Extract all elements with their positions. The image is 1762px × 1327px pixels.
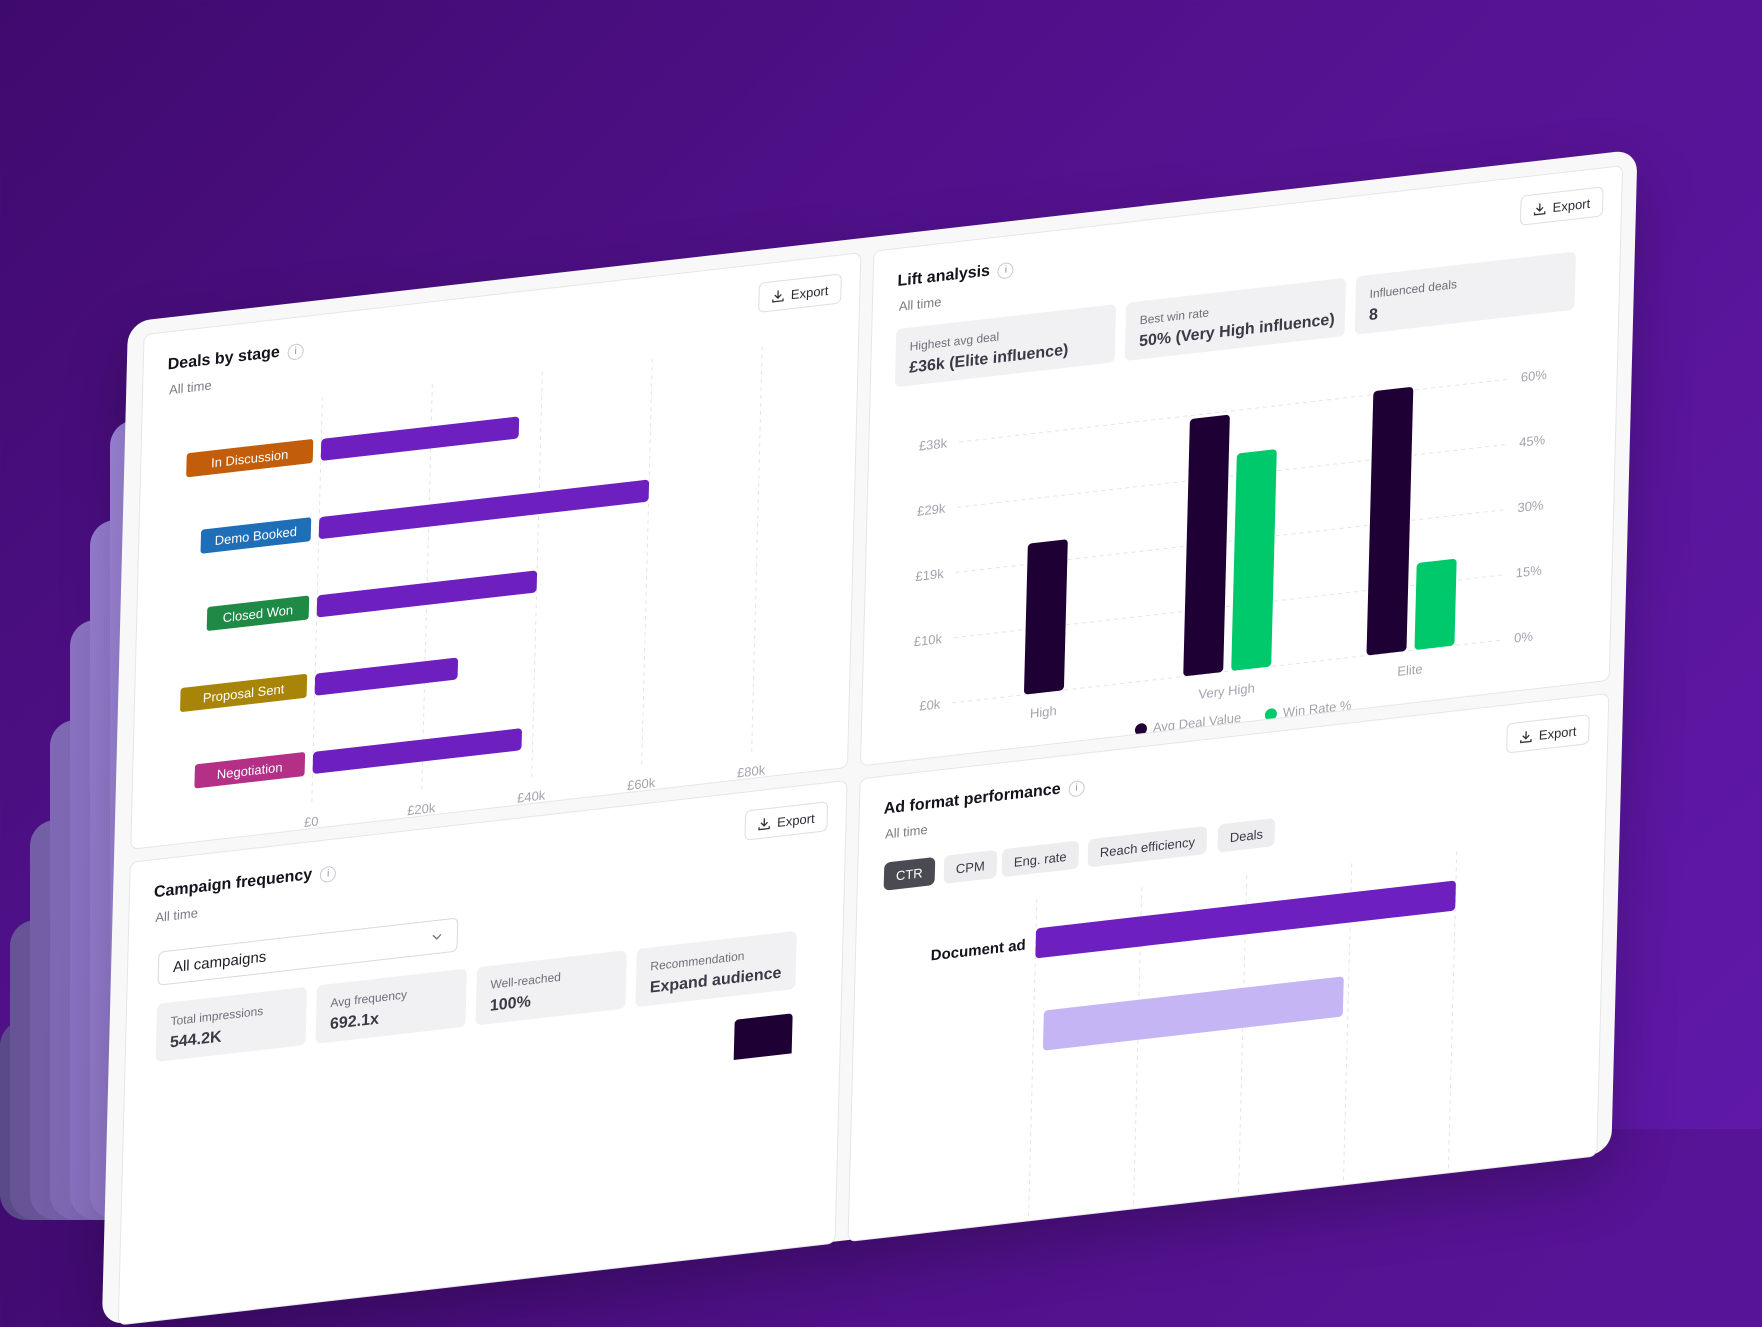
ad-format-label: Document ad xyxy=(931,937,1026,965)
ad-format-bar xyxy=(1035,880,1456,959)
y-left-tick-label: £10k xyxy=(914,631,943,649)
stat-value: 692.1x xyxy=(329,1010,380,1034)
deal-bar xyxy=(316,570,538,618)
stat-total-impressions: Total impressions 544.2K xyxy=(155,986,308,1063)
campaign-select-value: All campaigns xyxy=(172,947,267,976)
export-button[interactable]: Export xyxy=(758,273,842,313)
stat-avg-frequency: Avg frequency 692.1x xyxy=(315,968,467,1044)
x-tick-label: £40k xyxy=(517,787,546,805)
stage-badge xyxy=(186,439,314,478)
stat-value: 544.2K xyxy=(169,1028,222,1052)
download-icon xyxy=(772,289,785,303)
win-rate-bar xyxy=(1414,558,1457,650)
lift-analysis-chart: £0k £10k £19k £29k £38k 0% 15% 30% 45% 60% High Ver… xyxy=(914,367,1548,736)
legend-swatch xyxy=(1264,708,1277,721)
legend-label: Win Rate % xyxy=(1283,697,1352,720)
export-button[interactable]: Export xyxy=(744,801,829,841)
win-rate-bar xyxy=(1231,449,1277,671)
ad-format-bar-secondary xyxy=(1042,976,1344,1051)
grid-line xyxy=(531,371,543,778)
x-tick-label: £20k xyxy=(407,800,436,818)
y-right-tick-label: 15% xyxy=(1516,562,1543,580)
campaign-select[interactable]: All campaigns xyxy=(157,917,459,986)
avg-deal-value-bar xyxy=(1183,414,1230,677)
download-icon xyxy=(1520,730,1533,743)
avg-deal-value-bar xyxy=(1024,539,1068,695)
stat-recommendation: Recommendation Expand audience xyxy=(635,930,797,1008)
panel-title: Campaign frequency i xyxy=(154,863,337,902)
info-icon[interactable]: i xyxy=(319,865,337,884)
lift-analysis-panel: Lift analysis i All time Export Highest a… xyxy=(859,165,1624,767)
panel-title-text: Campaign frequency xyxy=(153,866,313,902)
grid-line xyxy=(959,378,1509,443)
y-left-tick-label: £0k xyxy=(919,696,941,713)
y-right-tick-label: 30% xyxy=(1517,497,1544,515)
y-left-tick-label: £19k xyxy=(915,566,944,584)
chevron-down-icon xyxy=(432,933,442,940)
grid-line xyxy=(751,346,763,752)
x-tick-label: £80k xyxy=(737,762,766,780)
y-left-tick-label: £29k xyxy=(917,501,946,519)
stat-well-reached: Well-reached 100% xyxy=(475,950,627,1026)
x-tick-label: Elite xyxy=(1397,661,1423,679)
ad-format-chart: Document ad xyxy=(931,851,1458,1221)
x-tick-label: High xyxy=(1030,703,1057,721)
deal-bar xyxy=(318,479,650,539)
grid-line xyxy=(957,443,1508,508)
deals-by-stage-panel: Deals by stage i All time Export £0 £20k £4… xyxy=(130,252,862,850)
deal-bar xyxy=(314,657,459,696)
stage-badge xyxy=(180,673,308,712)
legend-swatch xyxy=(1134,723,1147,736)
stat-label: Total impressions xyxy=(170,1003,264,1029)
download-icon xyxy=(758,817,771,830)
x-tick-label: Very High xyxy=(1198,680,1255,701)
x-tick-label: £0 xyxy=(304,813,319,830)
grid-line xyxy=(641,359,653,765)
export-button[interactable]: Export xyxy=(1506,714,1590,754)
campaign-frequency-panel: Campaign frequency i All time Export All … xyxy=(117,779,848,1326)
export-button[interactable]: Export xyxy=(1520,186,1604,226)
stat-label: Well-reached xyxy=(490,969,562,992)
grid-line xyxy=(1447,851,1458,1173)
stage-badge xyxy=(194,752,306,789)
legend-label: Avg Deal Value xyxy=(1153,710,1242,735)
ad-format-performance-panel: Ad format performance i All time Export C… xyxy=(847,692,1610,1243)
panel-subtitle: All time xyxy=(155,905,199,926)
avg-deal-value-bar xyxy=(1366,387,1414,656)
stage-badge xyxy=(206,595,310,631)
y-right-tick-label: 45% xyxy=(1519,432,1546,450)
stage-badge xyxy=(200,517,312,554)
y-left-tick-label: £38k xyxy=(919,435,948,453)
download-icon xyxy=(1534,202,1546,215)
deal-bar xyxy=(320,416,520,461)
y-right-tick-label: 60% xyxy=(1521,367,1548,385)
dashboard-window: Deals by stage i All time Export £0 £20k £4… xyxy=(101,149,1638,1326)
frequency-bar xyxy=(733,1013,793,1061)
y-right-tick-label: 0% xyxy=(1514,628,1534,645)
stat-value: 100% xyxy=(489,993,532,1015)
export-label: Export xyxy=(776,810,815,830)
deal-bar xyxy=(312,728,522,774)
stat-label: Avg frequency xyxy=(330,987,408,1011)
x-tick-label: £60k xyxy=(627,775,656,793)
